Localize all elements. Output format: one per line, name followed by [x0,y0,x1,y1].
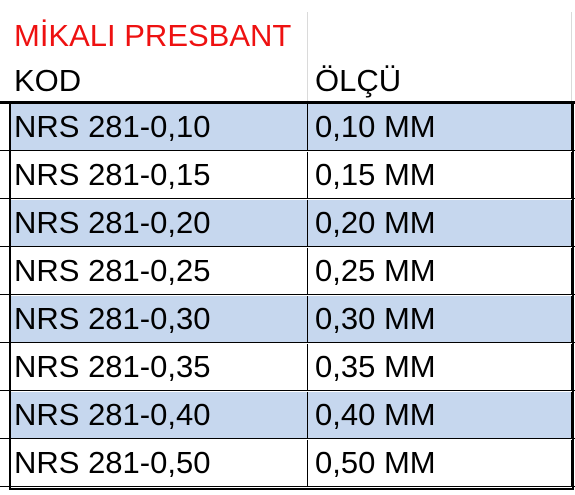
table-row: NRS 281-0,30 0,30 MM [0,296,575,343]
olcu-cell[interactable]: 0,15 MM [308,152,572,198]
header-row: KOD ÖLÇÜ [0,60,575,104]
olcu-cell[interactable]: 0,20 MM [308,200,572,246]
sheet-title[interactable]: MİKALI PRESBANT [11,12,308,60]
header-olcu[interactable]: ÖLÇÜ [308,60,572,101]
table-row: NRS 281-0,25 0,25 MM [0,248,575,295]
kod-cell[interactable]: NRS 281-0,20 [11,200,308,246]
header-kod[interactable]: KOD [11,60,308,101]
olcu-cell[interactable]: 0,30 MM [308,296,572,342]
olcu-cell[interactable]: 0,35 MM [308,344,572,390]
olcu-cell[interactable]: 0,10 MM [308,104,572,150]
kod-cell[interactable]: NRS 281-0,25 [11,248,308,294]
olcu-cell[interactable]: 0,25 MM [308,248,572,294]
table-row: NRS 281-0,35 0,35 MM [0,344,575,391]
table-row: NRS 281-0,20 0,20 MM [0,200,575,247]
kod-cell[interactable]: NRS 281-0,35 [11,344,308,390]
kod-cell[interactable]: NRS 281-0,40 [11,392,308,438]
table-row: NRS 281-0,40 0,40 MM [0,392,575,439]
table-row: NRS 281-0,50 0,50 MM [0,440,575,487]
title-row: MİKALI PRESBANT [0,12,575,60]
title-empty-cell[interactable] [308,12,572,60]
table-left-border [9,104,11,490]
table-row: NRS 281-0,10 0,10 MM [0,104,575,151]
kod-cell[interactable]: NRS 281-0,50 [11,440,308,486]
kod-cell[interactable]: NRS 281-0,10 [11,104,308,150]
kod-cell[interactable]: NRS 281-0,15 [11,152,308,198]
olcu-cell[interactable]: 0,50 MM [308,440,572,486]
table-row: NRS 281-0,15 0,15 MM [0,152,575,199]
olcu-cell[interactable]: 0,40 MM [308,392,572,438]
kod-cell[interactable]: NRS 281-0,30 [11,296,308,342]
